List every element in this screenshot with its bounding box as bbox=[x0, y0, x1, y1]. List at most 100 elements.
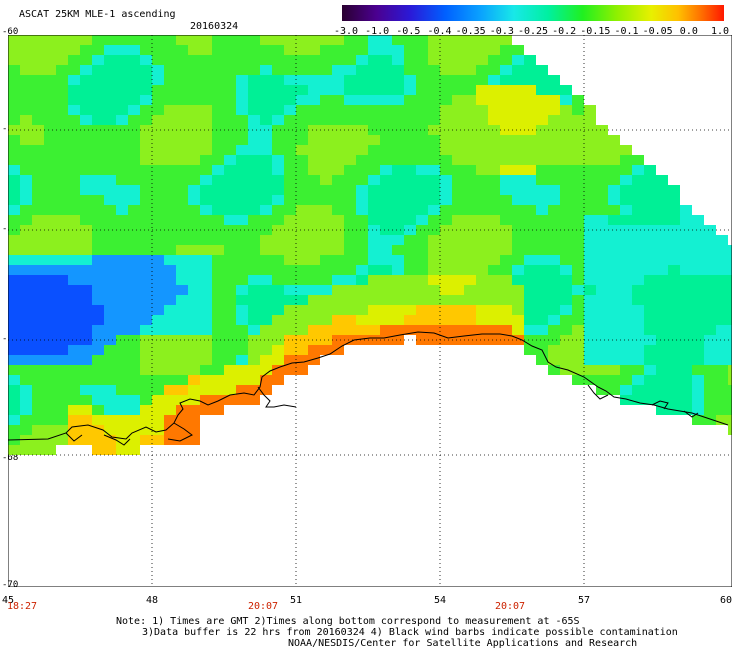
wind-cell bbox=[728, 275, 732, 285]
wind-cell bbox=[596, 245, 608, 255]
wind-cell bbox=[104, 315, 116, 325]
wind-cell bbox=[524, 165, 536, 175]
wind-cell bbox=[44, 85, 56, 95]
wind-cell bbox=[140, 105, 152, 115]
wind-cell bbox=[380, 85, 392, 95]
wind-cell bbox=[152, 215, 164, 225]
wind-cell bbox=[320, 125, 332, 135]
wind-cell bbox=[500, 225, 512, 235]
wind-cell bbox=[440, 215, 452, 225]
wind-cell bbox=[428, 285, 440, 295]
wind-cell bbox=[512, 135, 524, 145]
wind-cell bbox=[92, 335, 104, 345]
wind-cell bbox=[236, 195, 248, 205]
wind-cell bbox=[428, 255, 440, 265]
wind-cell bbox=[536, 125, 548, 135]
wind-cell bbox=[200, 235, 212, 245]
wind-cell bbox=[368, 225, 380, 235]
wind-cell bbox=[212, 255, 224, 265]
wind-cell bbox=[140, 75, 152, 85]
wind-cell bbox=[224, 45, 236, 55]
wind-cell bbox=[440, 155, 452, 165]
wind-cell bbox=[176, 255, 188, 265]
wind-cell bbox=[452, 335, 464, 345]
wind-cell bbox=[704, 355, 716, 365]
wind-cell bbox=[608, 205, 620, 215]
wind-cell bbox=[308, 155, 320, 165]
wind-cell bbox=[296, 255, 308, 265]
wind-cell bbox=[248, 125, 260, 135]
wind-cell bbox=[8, 415, 20, 425]
wind-cell bbox=[632, 235, 644, 245]
wind-cell bbox=[728, 415, 732, 425]
wind-cell bbox=[596, 125, 608, 135]
wind-cell bbox=[80, 365, 92, 375]
wind-cell bbox=[512, 225, 524, 235]
wind-cell bbox=[32, 115, 44, 125]
wind-cell bbox=[272, 235, 284, 245]
wind-cell bbox=[140, 195, 152, 205]
wind-cell bbox=[560, 185, 572, 195]
wind-cell bbox=[488, 35, 500, 45]
wind-cell bbox=[716, 255, 728, 265]
wind-cell bbox=[284, 55, 296, 65]
wind-cell bbox=[296, 185, 308, 195]
wind-cell bbox=[704, 225, 716, 235]
wind-cell bbox=[464, 175, 476, 185]
wind-cell bbox=[44, 255, 56, 265]
wind-cell bbox=[512, 75, 524, 85]
wind-cell bbox=[116, 155, 128, 165]
wind-cell bbox=[104, 125, 116, 135]
wind-cell bbox=[212, 295, 224, 305]
wind-cell bbox=[620, 235, 632, 245]
wind-cell bbox=[716, 245, 728, 255]
wind-cell bbox=[392, 135, 404, 145]
wind-cell bbox=[716, 395, 728, 405]
wind-cell bbox=[368, 135, 380, 145]
wind-cell bbox=[596, 175, 608, 185]
wind-cell bbox=[644, 355, 656, 365]
wind-cell bbox=[560, 115, 572, 125]
wind-cell bbox=[224, 105, 236, 115]
wind-cell bbox=[572, 315, 584, 325]
wind-cell bbox=[176, 275, 188, 285]
wind-cell bbox=[392, 185, 404, 195]
wind-cell bbox=[56, 255, 68, 265]
wind-cell bbox=[584, 345, 596, 355]
wind-cell bbox=[224, 205, 236, 215]
wind-cell bbox=[32, 125, 44, 135]
wind-cell bbox=[560, 275, 572, 285]
wind-cell bbox=[452, 155, 464, 165]
wind-cell bbox=[260, 115, 272, 125]
wind-cell bbox=[500, 255, 512, 265]
wind-cell bbox=[548, 235, 560, 245]
wind-cell bbox=[668, 245, 680, 255]
wind-cell bbox=[368, 205, 380, 215]
wind-cell bbox=[140, 235, 152, 245]
wind-cell bbox=[440, 255, 452, 265]
wind-cell bbox=[440, 105, 452, 115]
wind-cell bbox=[32, 75, 44, 85]
wind-cell bbox=[548, 105, 560, 115]
wind-cell bbox=[644, 195, 656, 205]
wind-cell bbox=[200, 165, 212, 175]
wind-cell bbox=[44, 115, 56, 125]
wind-cell bbox=[488, 165, 500, 175]
wind-cell bbox=[200, 295, 212, 305]
wind-cell bbox=[248, 215, 260, 225]
wind-cell bbox=[44, 305, 56, 315]
wind-cell bbox=[92, 195, 104, 205]
wind-cell bbox=[92, 185, 104, 195]
wind-cell bbox=[68, 155, 80, 165]
wind-cell bbox=[152, 35, 164, 45]
wind-cell bbox=[320, 75, 332, 85]
wind-cell bbox=[56, 325, 68, 335]
wind-cell bbox=[128, 195, 140, 205]
wind-cell bbox=[368, 45, 380, 55]
wind-cell bbox=[392, 95, 404, 105]
wind-cell bbox=[236, 55, 248, 65]
wind-cell bbox=[344, 265, 356, 275]
wind-cell bbox=[128, 385, 140, 395]
wind-cell bbox=[344, 45, 356, 55]
wind-cell bbox=[68, 435, 80, 445]
